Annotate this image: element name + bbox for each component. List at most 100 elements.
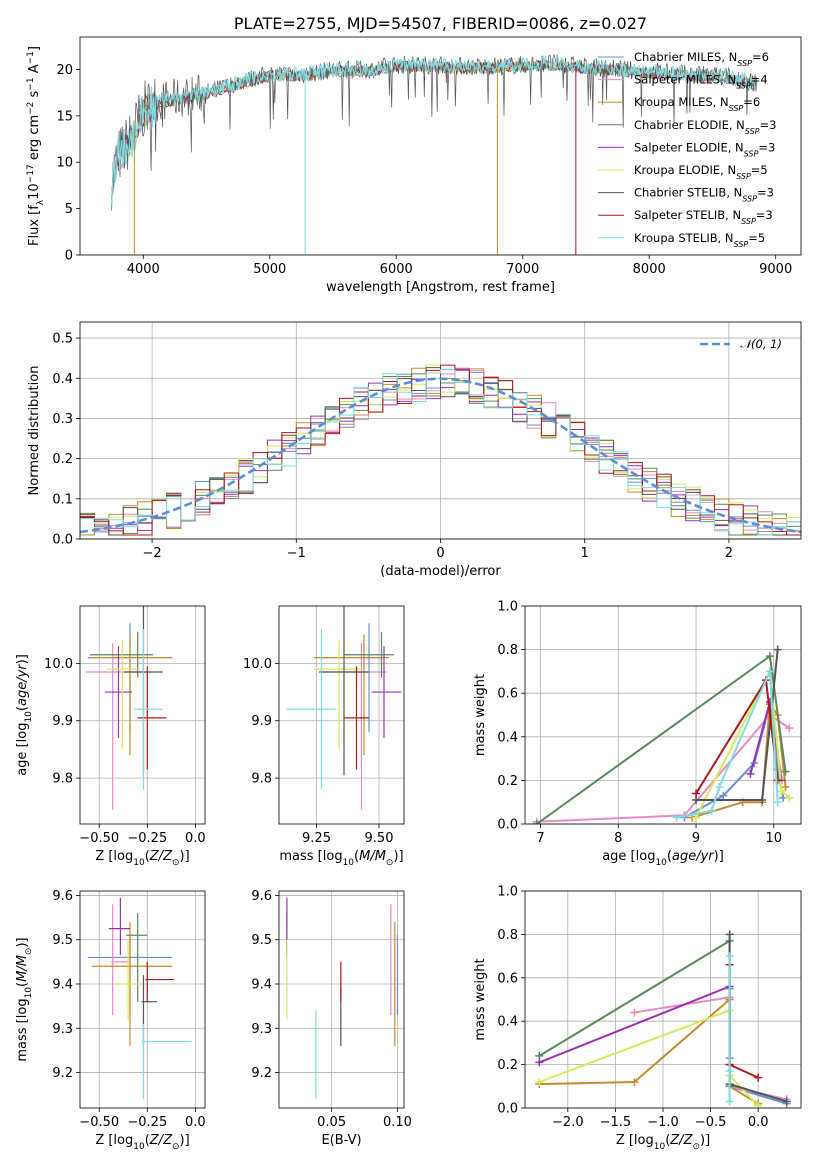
x-tick-label: 1 [581,546,589,561]
y-tick-label: 9.2 [251,1066,272,1081]
legend-entry: Kroupa ELODIE, NSSP=5 [634,163,768,181]
x-tick-label: −0.50 [79,831,119,846]
x-tick-label: −0.25 [127,1115,167,1130]
axes-frame [278,605,405,825]
y-tick-label: 9.9 [251,714,272,729]
axes-frame [524,890,802,1109]
y-tick-label: 1.0 [497,885,518,900]
y-axis-label: mass weight [473,958,488,1040]
y-axis-label: Flux [fλ10−17 erg cm−2 s−1 A−1] [26,46,46,246]
x-tick-label: 6000 [380,262,413,277]
axes-frame [278,890,405,1109]
legend: Chabrier MILES, NSSP=6 Salpeter MILES, NS… [598,50,776,248]
y-tick-label: 10.0 [44,657,73,672]
x-tick-label: −0.25 [127,831,167,846]
weight-marker [532,820,541,824]
legend-entry: Salpeter STELIB, NSSP=3 [634,208,773,226]
x-tick-label: 7 [536,831,544,846]
x-tick-label: 0 [436,546,444,561]
legend-entry: Kroupa MILES, NSSP=6 [634,95,760,113]
y-tick-label: 0.4 [497,1015,518,1030]
panel-weight-vs-age: 7 8 9 10 0.0 0.2 0.4 0.6 0.8 1.0 age [log10(age/yr… [473,600,802,868]
y-tick-label: 9.6 [52,889,73,904]
x-tick-label: −1 [287,546,306,561]
x-tick-label: 8000 [633,262,666,277]
weight-marker [777,787,786,796]
y-tick-label: 9.4 [52,978,73,993]
y-axis-label: age [log10(age/yr)] [15,654,34,776]
weight-marker [535,1077,544,1086]
weight-marker [754,1073,763,1082]
y-tick-label: 0.2 [497,1058,518,1073]
x-axis-label: (data-model)/error [380,564,501,579]
x-axis-label: mass [log10(M/M⊙)] [279,849,403,868]
y-tick-label: 1.0 [497,600,518,615]
legend-entry: Chabrier MILES, NSSP=6 [634,50,769,68]
y-tick-label: 10.0 [243,657,272,672]
x-tick-label: 0.10 [383,1115,412,1130]
x-tick-label: −0.5 [695,1115,727,1130]
weight-marker [725,930,734,939]
weight-marker [630,1077,639,1086]
weight-marker [630,1008,639,1017]
y-tick-label: 5 [65,202,73,217]
x-tick-label: −1.5 [600,1115,632,1130]
x-tick-label: −2.0 [552,1115,584,1130]
y-tick-label: 9.3 [52,1022,73,1037]
x-axis-label: Z [log10(Z/Z⊙)] [95,849,189,868]
y-tick-label: 0.5 [52,332,73,347]
y-tick-label: 9.5 [251,933,272,948]
axes-frame [79,321,802,540]
weight-marker [725,952,734,961]
y-tick-label: 0.8 [497,928,518,943]
x-tick-label: 5000 [253,262,286,277]
y-tick-label: 0.4 [497,730,518,745]
y-axis-label: mass weight [473,674,488,756]
panel-age-vs-mass: 9.25 9.50 9.8 9.9 10.0 mass [log10(M/M⊙)] [243,605,405,868]
weight-marker [785,724,794,733]
y-tick-label: 0 [65,249,73,264]
x-tick-label: 9.50 [365,831,394,846]
legend-entry: Salpeter ELODIE, NSSP=3 [634,140,775,158]
y-axis-label: mass [log10(M/M⊙)] [15,937,34,1061]
weight-line-kroupa-elodie [538,1008,759,1107]
x-tick-label: 10 [766,831,783,846]
weight-marker [746,769,755,778]
x-axis-label: wavelength [Angstrom, rest frame] [326,280,555,295]
y-tick-label: 0.8 [497,643,518,658]
axes-frame [524,605,802,825]
x-tick-label: 7000 [506,262,539,277]
y-axis-label: Normed distribution [27,366,42,496]
weight-marker [758,796,767,805]
x-tick-label: 0.0 [748,1115,769,1130]
weight-marker [672,813,681,822]
weight-marker [754,1101,763,1108]
x-axis-label: age [log10(age/yr)] [602,849,724,868]
y-tick-label: 0.0 [497,818,518,833]
y-tick-label: 9.5 [52,933,73,948]
legend-entry: Chabrier ELODIE, NSSP=3 [634,118,776,136]
spectrum-model-line-kroupa-stelib-top [111,55,757,204]
weight-marker [707,806,716,815]
x-axis-label: Z [log10(Z/Z⊙)] [95,1133,189,1152]
weight-marker [535,1058,544,1067]
legend-entry: Salpeter MILES, NSSP=4 [634,73,768,91]
axes-frame [79,890,206,1109]
weight-marker [781,767,790,776]
panel-weight-vs-Z: −2.0 −1.5 −1.0 −0.5 0.0 0.0 0.2 0.4 0.6 0.8 1.0 Z [… [473,885,802,1152]
y-tick-label: 9.3 [251,1022,272,1037]
weight-marker [785,793,794,802]
y-tick-label: 0.2 [497,774,518,789]
weight-marker [725,1067,734,1076]
x-tick-label: 0.0 [185,831,206,846]
y-tick-label: 0.6 [497,687,518,702]
histogram-kroupa-stelib [80,369,801,536]
legend-entry: Kroupa STELIB, NSSP=5 [634,231,765,249]
y-tick-label: 0.2 [52,452,73,467]
y-tick-label: 0.1 [52,492,73,507]
y-tick-label: 9.2 [52,1066,73,1081]
y-tick-label: 9.8 [251,772,272,787]
weight-marker [719,791,728,800]
x-axis-label: E(B-V) [321,1133,361,1148]
